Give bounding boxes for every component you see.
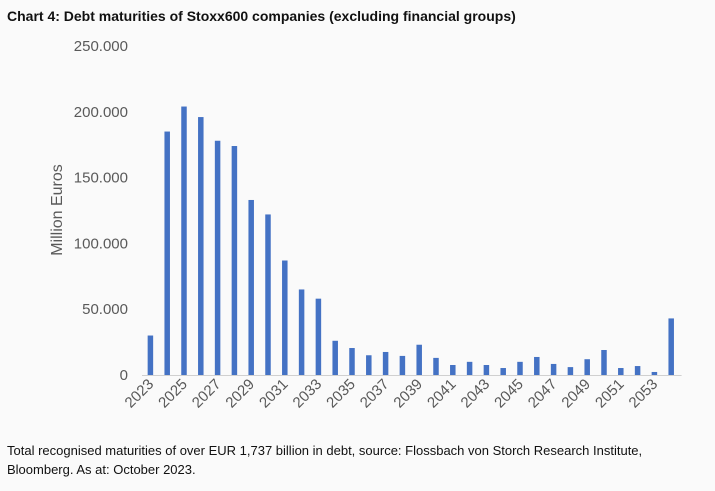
bar-2046 [534, 356, 540, 375]
y-tick-label: 50.000 [82, 301, 128, 318]
bar-2040 [433, 357, 439, 375]
bar-2023 [147, 335, 154, 375]
y-tick-label: 100.000 [74, 235, 128, 252]
y-tick-label: 250.000 [74, 38, 128, 55]
bar-2052 [634, 366, 641, 375]
bar-2051 [618, 368, 624, 375]
bar-2024 [164, 131, 170, 375]
bar-2037 [382, 351, 389, 375]
bar-2042 [466, 361, 473, 375]
x-tick-label: 2049 [558, 376, 594, 412]
bar-2028 [231, 146, 238, 375]
y-tick-label: 150.000 [74, 170, 128, 187]
x-tick-label: 2027 [189, 376, 225, 412]
bar-2044 [500, 368, 506, 375]
bar-2041 [450, 364, 456, 375]
bar-2035 [349, 348, 355, 375]
bar-2054 [668, 318, 674, 375]
bar-2031 [282, 260, 288, 375]
bar-2032 [298, 289, 305, 375]
bar-2045 [517, 361, 523, 375]
x-tick-label: 2051 [592, 376, 628, 412]
bar-2049 [584, 359, 590, 375]
bar-2025 [181, 106, 187, 375]
bar-2029 [248, 199, 254, 375]
chart-title: Chart 4: Debt maturities of Stoxx600 com… [7, 8, 516, 24]
bar-2039 [416, 344, 422, 375]
chart-footnote: Total recognised maturities of over EUR … [7, 443, 643, 477]
bar-2027 [214, 140, 221, 375]
x-tick-label: 2035 [323, 376, 359, 412]
bar-chart: 0 50.000 100.000 150.000 200.000 250.000 Milli… [49, 38, 682, 412]
bar-2036 [366, 355, 372, 375]
x-tick-label: 2041 [424, 376, 460, 412]
bar-2033 [315, 298, 322, 375]
y-axis-label: Million Euros [49, 164, 66, 256]
bar-2047 [550, 363, 557, 375]
y-tick-label: 0 [120, 367, 128, 384]
x-tick-label: 2031 [256, 376, 292, 412]
bar-2048 [567, 367, 574, 375]
x-tick-label: 2033 [290, 376, 326, 412]
x-tick-label: 2053 [626, 376, 662, 412]
y-tick-label: 200.000 [74, 104, 128, 121]
x-tick-label: 2039 [390, 376, 426, 412]
bar-2030 [265, 214, 271, 375]
x-tick-label: 2045 [491, 376, 527, 412]
x-tick-label: 2043 [458, 376, 494, 412]
bar-2038 [399, 355, 406, 375]
bar-2034 [332, 340, 338, 375]
bar-2050 [601, 349, 607, 375]
x-tick-label: 2029 [222, 376, 258, 412]
bar-2043 [483, 364, 490, 375]
x-tick-label: 2037 [357, 376, 393, 412]
x-tick-label: 2047 [525, 376, 561, 412]
bar-2053 [651, 371, 658, 375]
bar-2026 [198, 117, 204, 376]
x-tick-label: 2025 [155, 376, 191, 412]
